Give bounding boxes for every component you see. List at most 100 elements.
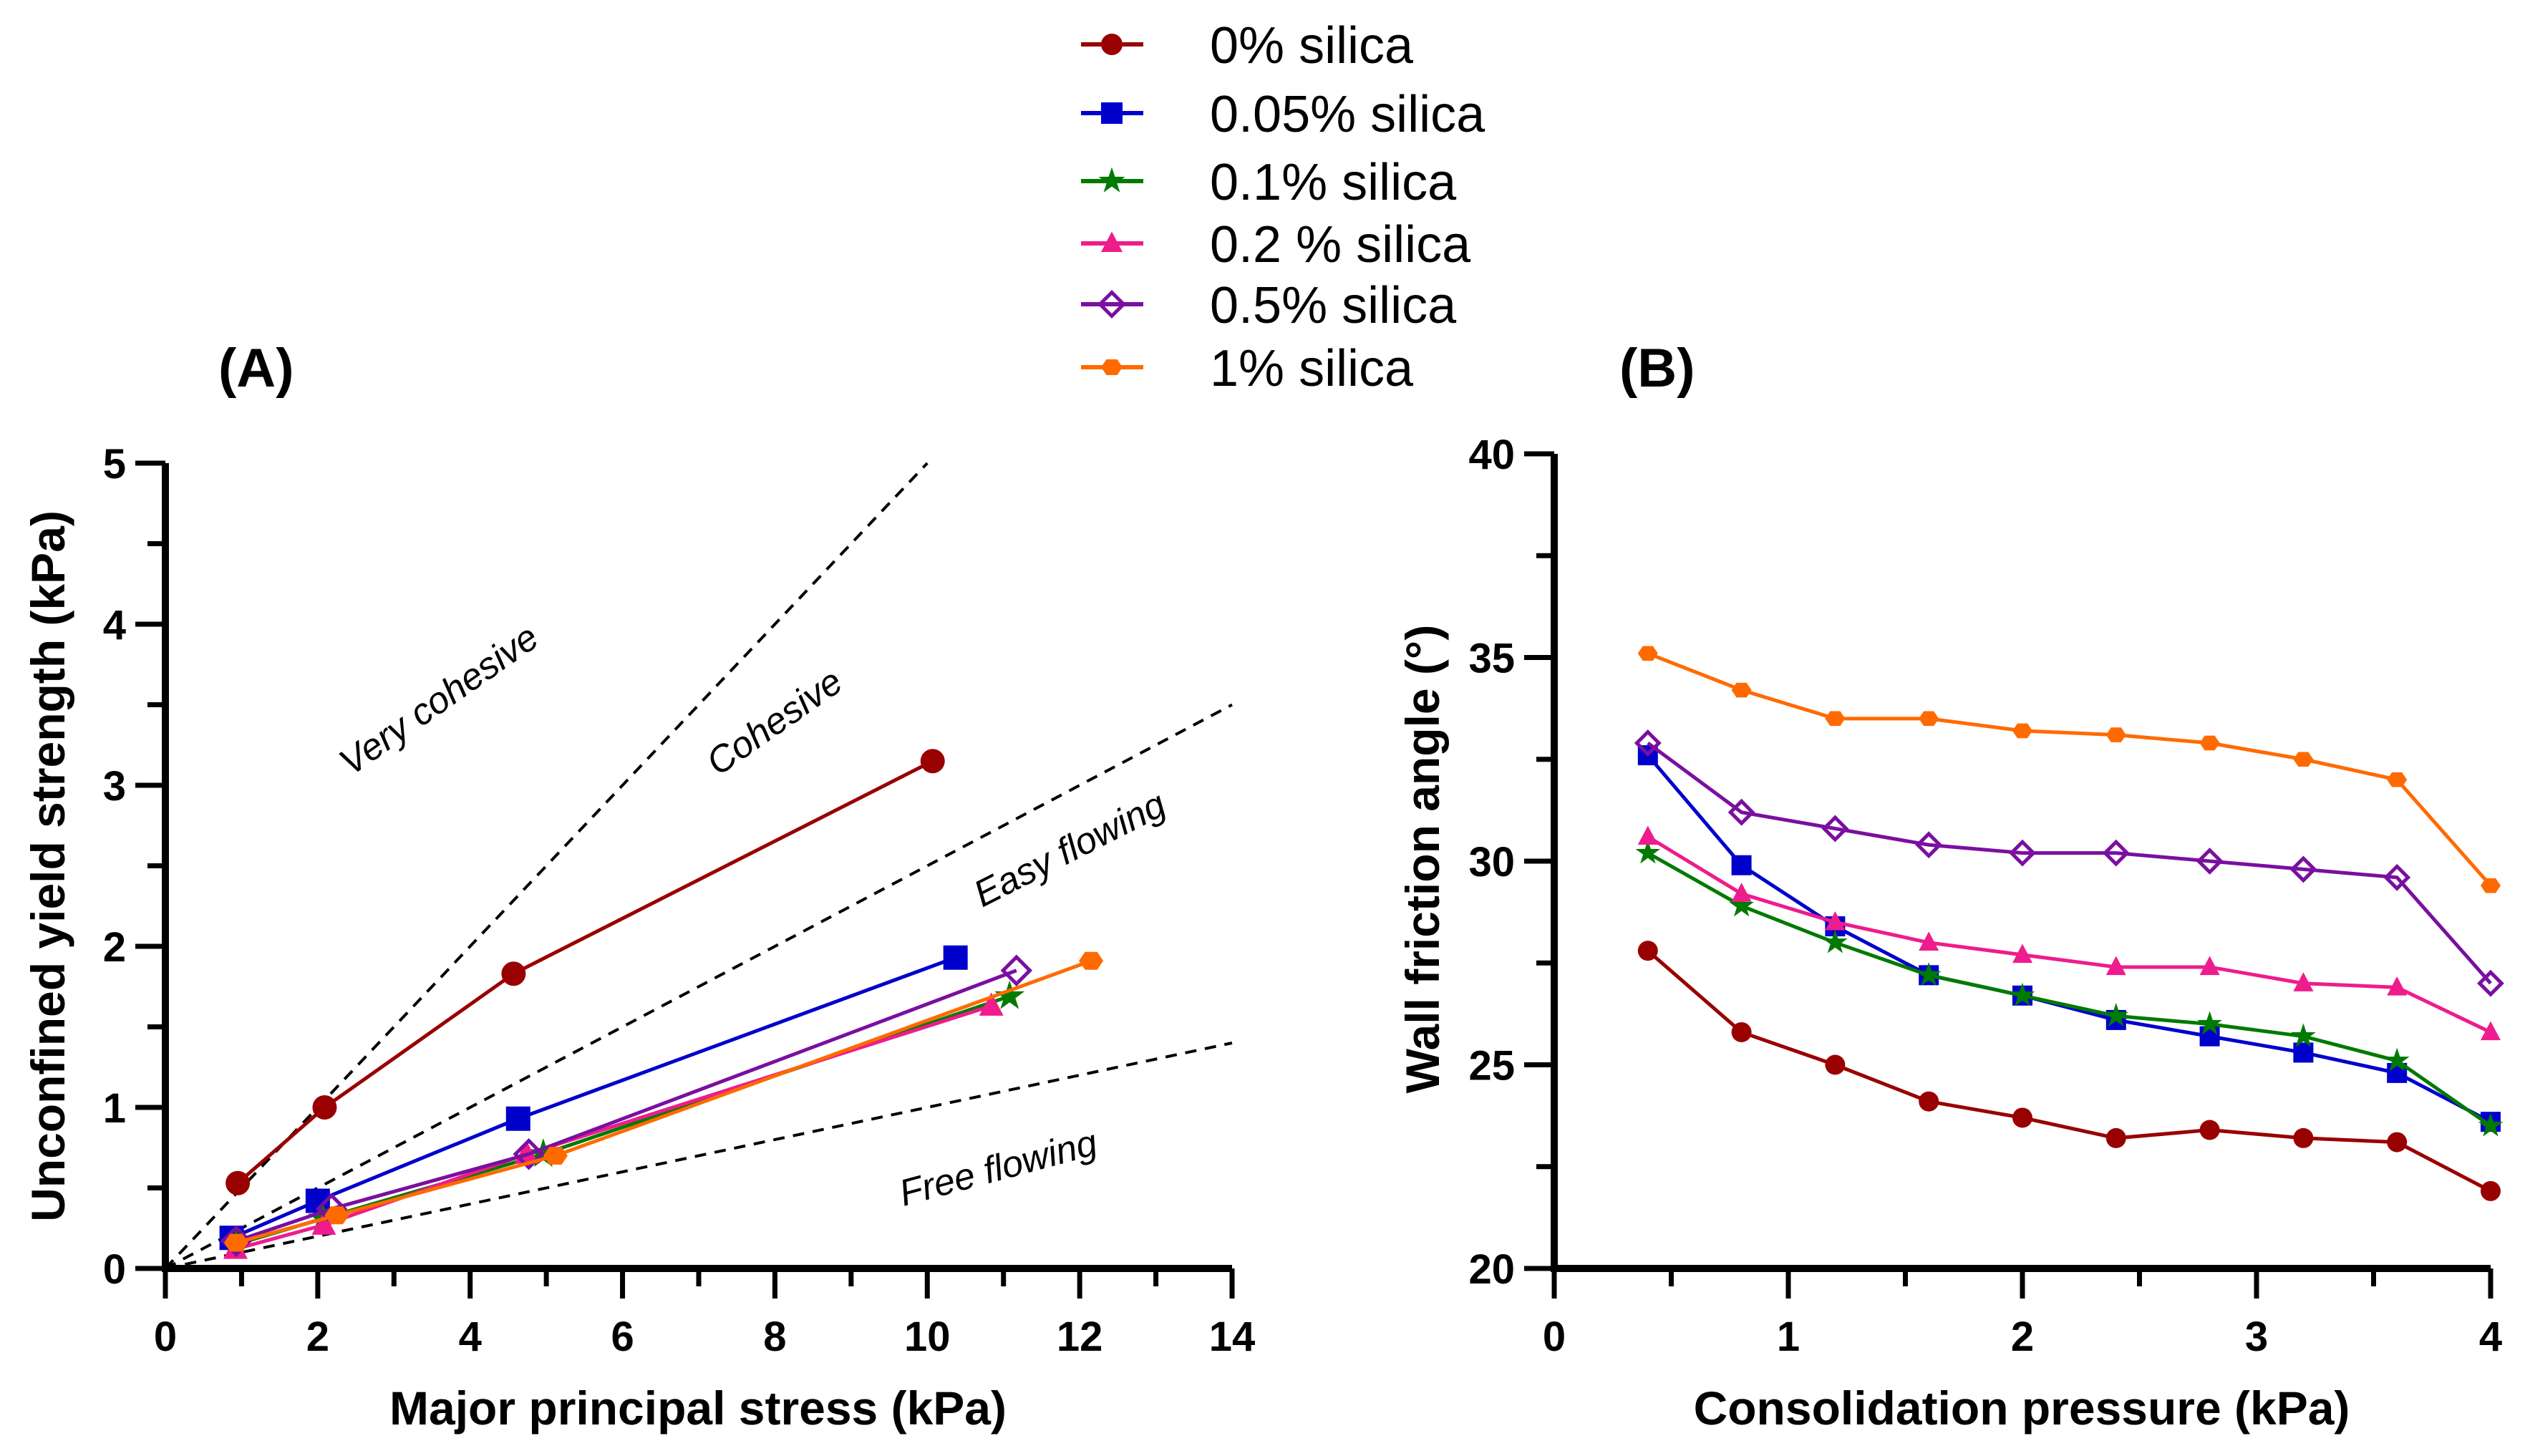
- data-point: [1825, 1054, 1846, 1075]
- legend-item-0-2-silica: 0.2 % silica: [1081, 216, 1471, 273]
- y-tick-label: 30: [1468, 839, 1515, 885]
- series-line: [1646, 754, 2492, 1124]
- data-point: [943, 945, 968, 970]
- x-tick-label: 2: [306, 1314, 329, 1360]
- data-point: [979, 992, 1004, 1016]
- data-point: [2481, 1180, 2501, 1201]
- data-point: [2293, 752, 2314, 767]
- series-0-05-silica: [1637, 745, 2501, 1132]
- data-point: [2012, 1107, 2032, 1128]
- legend-item-0-silica: 0% silica: [1081, 17, 1414, 74]
- data-point: [2199, 1026, 2220, 1047]
- data-point: [1729, 893, 1754, 917]
- data-point: [2199, 956, 2220, 976]
- data-point: [505, 1106, 530, 1131]
- legend-label: 0.2 % silica: [1210, 216, 1471, 273]
- legend-item-0-05-silica: 0.05% silica: [1081, 86, 1485, 143]
- data-point: [1915, 831, 1943, 859]
- chart-b: 0 1 2 3 4 20 25 30 35 40 Consolidation pressure (…: [1396, 432, 2504, 1435]
- data-point: [1637, 941, 1658, 961]
- data-point: [312, 1095, 337, 1120]
- x-tick-label: 1: [1777, 1314, 1800, 1360]
- data-point: [2383, 863, 2411, 891]
- legend-marker-hexagon-icon: [1101, 359, 1123, 376]
- data-point: [1731, 1021, 1752, 1042]
- legend-item-1-silica: 1% silica: [1081, 340, 1414, 397]
- legend-label: 1% silica: [1210, 340, 1414, 397]
- data-point: [1919, 1091, 1939, 1112]
- series-line: [231, 956, 956, 1240]
- y-tick-label: 3: [103, 763, 126, 810]
- y-tick-label: 5: [103, 441, 126, 487]
- data-point: [2012, 723, 2032, 739]
- data-point: [1916, 962, 1942, 986]
- x-tick-label: 14: [1209, 1314, 1256, 1360]
- data-point: [2010, 982, 2035, 1006]
- x-tick-label: 4: [459, 1314, 482, 1360]
- legend-label: 0.1% silica: [1210, 154, 1457, 211]
- y-tick-label: 35: [1468, 636, 1515, 682]
- data-point: [1919, 711, 1939, 727]
- data-point: [2012, 943, 2032, 964]
- chart-a-x-axis-title: Major principal stress (kPa): [389, 1382, 1007, 1435]
- data-point: [2199, 735, 2220, 751]
- panel-label-a: (A): [218, 338, 294, 399]
- series-line: [1647, 949, 2492, 1193]
- series-0-silica: [1637, 941, 2501, 1201]
- series-0-2-silica: [1637, 825, 2501, 1041]
- data-point: [324, 1206, 349, 1225]
- series-0-5-silica: [220, 954, 1033, 1257]
- chart-b-series: [1634, 646, 2504, 1201]
- data-point: [2387, 976, 2408, 996]
- legend-marker-star-icon: [1098, 167, 1125, 193]
- series-line: [1647, 651, 2492, 887]
- data-point: [1000, 954, 1033, 986]
- data-point: [1731, 855, 1752, 875]
- x-tick-label: 4: [2479, 1314, 2502, 1360]
- data-point: [2478, 1112, 2504, 1137]
- data-point: [2481, 878, 2501, 893]
- data-point: [1727, 798, 1755, 826]
- y-tick-label: 2: [103, 924, 126, 971]
- series-line: [1647, 851, 2492, 1127]
- legend-marker-diamond-open-icon: [1097, 289, 1127, 319]
- data-point: [1635, 840, 1661, 864]
- legend-label: 0.05% silica: [1210, 86, 1485, 143]
- chart-b-x-axis-title: Consolidation pressure (kPa): [1694, 1382, 2350, 1435]
- data-point: [2197, 1011, 2222, 1035]
- x-tick-label: 0: [1543, 1314, 1566, 1360]
- region-label-very-cohesive: Very cohesive: [332, 616, 546, 784]
- x-tick-label: 3: [2245, 1314, 2268, 1360]
- series-line: [236, 759, 934, 1185]
- series-0-silica: [226, 749, 945, 1195]
- data-point: [1823, 929, 1848, 953]
- data-point: [220, 1225, 253, 1257]
- x-tick-label: 10: [904, 1314, 951, 1360]
- data-point: [1637, 646, 1658, 661]
- x-tick-label: 12: [1057, 1314, 1103, 1360]
- region-label-free-flowing: Free flowing: [895, 1122, 1102, 1214]
- data-point: [2009, 839, 2036, 867]
- data-point: [1825, 911, 1846, 931]
- data-point: [513, 1138, 545, 1170]
- x-tick-label: 2: [2011, 1314, 2034, 1360]
- data-point: [2105, 727, 2126, 742]
- data-point: [543, 1146, 568, 1165]
- data-point: [920, 749, 945, 774]
- data-point: [2199, 1120, 2220, 1140]
- legend-marker-circle-icon: [1101, 34, 1123, 55]
- y-tick-label: 25: [1468, 1043, 1515, 1089]
- series-line: [236, 958, 1092, 1245]
- series-1-silica: [223, 951, 1104, 1252]
- data-point: [2289, 855, 2317, 883]
- data-point: [226, 1170, 251, 1195]
- data-point: [311, 1211, 336, 1235]
- data-point: [223, 1233, 248, 1252]
- data-point: [2293, 1127, 2314, 1148]
- series-1-silica: [1637, 646, 2501, 893]
- data-point: [2291, 1023, 2316, 1047]
- legend-item-0-1-silica: 0.1% silica: [1081, 154, 1457, 211]
